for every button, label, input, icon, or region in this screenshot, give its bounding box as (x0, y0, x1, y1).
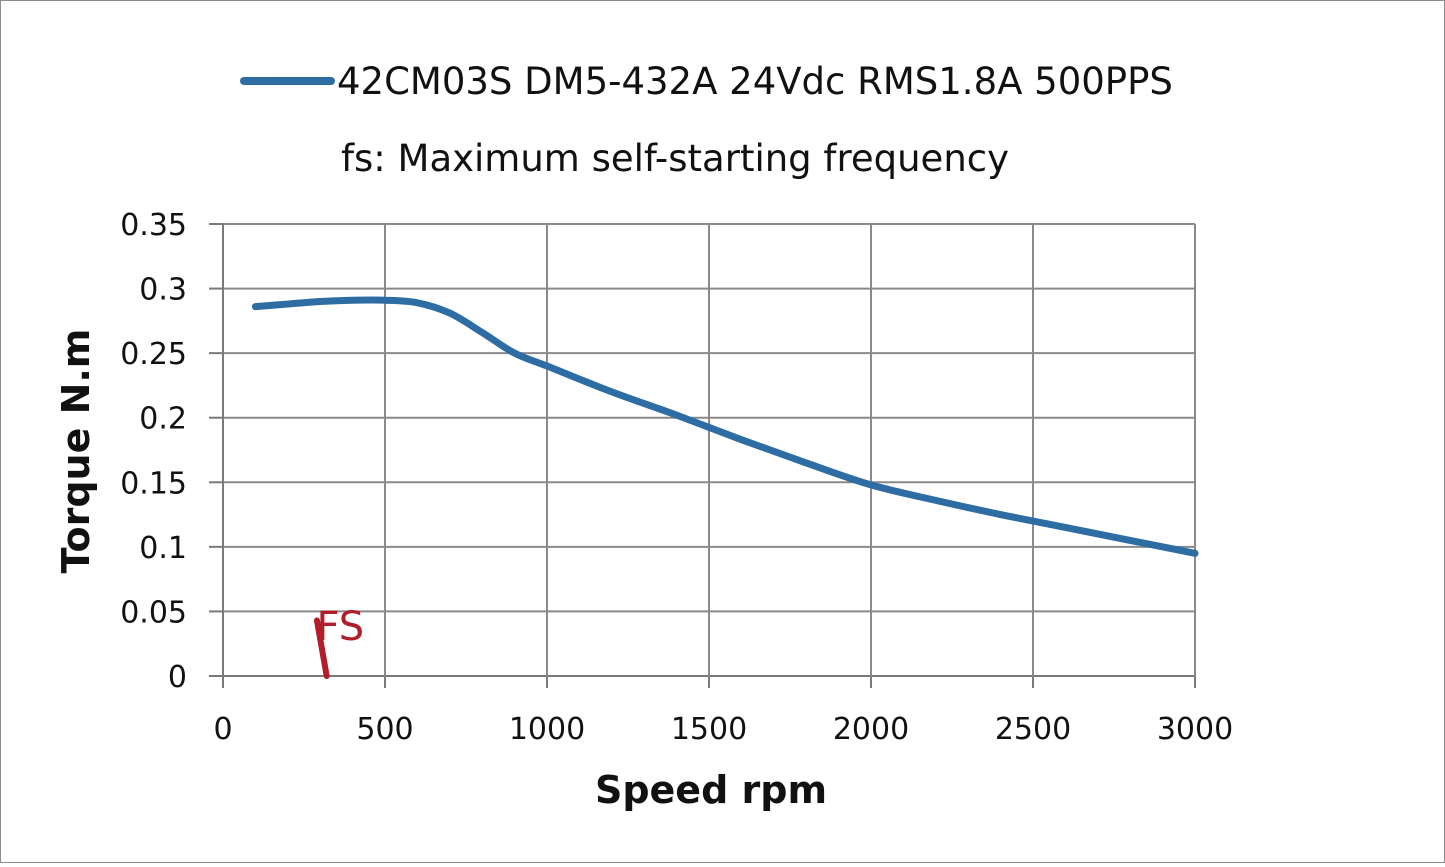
y-tick-label: 0.35 (120, 208, 187, 243)
y-tick-label: 0.25 (120, 337, 187, 372)
x-tick-label: 2500 (995, 712, 1071, 747)
y-tick-label: 0.05 (120, 595, 187, 630)
annotations: FS (313, 604, 365, 679)
x-tick-label: 0 (213, 712, 232, 747)
x-tick-labels: 0 500 1000 1500 2000 2500 3000 (213, 712, 1233, 747)
x-tick-label: 500 (356, 712, 413, 747)
y-axis-title: Torque N.m (54, 329, 98, 574)
y-tick-label: 0.2 (139, 402, 187, 437)
y-tick-label: 0 (168, 660, 187, 695)
y-tick-labels: 0 0.05 0.1 0.15 0.2 0.25 0.3 0.35 (120, 208, 187, 695)
series-line (251, 296, 1199, 557)
fs-marker (313, 617, 330, 679)
chart-grid (209, 223, 1196, 688)
x-axis-title: Speed rpm (595, 768, 827, 812)
y-tick-label: 0.3 (139, 273, 187, 308)
chart-note: fs: Maximum self-starting frequency (341, 137, 1009, 180)
fs-label: FS (317, 604, 365, 650)
y-tick-label: 0.15 (120, 466, 187, 501)
legend: 42CM03S DM5-432A 24Vdc RMS1.8A 500PPS (240, 60, 1173, 103)
x-tick-label: 3000 (1157, 712, 1233, 747)
series-group (251, 296, 1199, 557)
x-tick-label: 1500 (671, 712, 747, 747)
y-tick-label: 0.1 (139, 531, 187, 566)
x-tick-label: 2000 (833, 712, 909, 747)
legend-label: 42CM03S DM5-432A 24Vdc RMS1.8A 500PPS (337, 60, 1173, 103)
x-tick-label: 1000 (509, 712, 585, 747)
